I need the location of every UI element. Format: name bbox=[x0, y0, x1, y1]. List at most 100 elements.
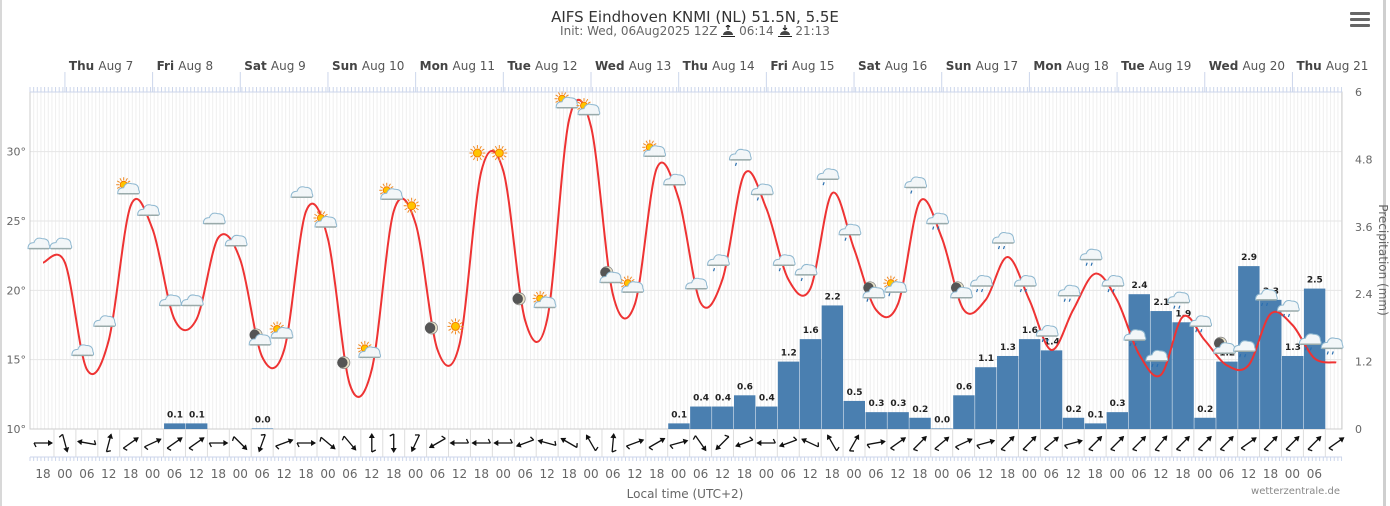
wind-arrow-barb bbox=[692, 435, 697, 440]
precip-bar bbox=[690, 406, 712, 429]
wind-arrow-icon bbox=[625, 438, 645, 450]
x-tick-label: 00 bbox=[934, 467, 949, 481]
cloud-rain-icon bbox=[1233, 340, 1256, 358]
x-tick-label: 12 bbox=[452, 467, 467, 481]
cloud-shape bbox=[1035, 324, 1059, 337]
sun-ray bbox=[651, 140, 654, 144]
cloud-icon bbox=[224, 234, 248, 247]
wind-arrow-barb bbox=[58, 433, 64, 438]
x-tick-label: 00 bbox=[1197, 467, 1212, 481]
rain-drop bbox=[1041, 338, 1044, 343]
rain-drop bbox=[1019, 288, 1022, 293]
sun-ray bbox=[884, 285, 888, 288]
sun-ray bbox=[494, 145, 498, 149]
sun-ray bbox=[579, 98, 583, 103]
wind-arrow-barb bbox=[836, 446, 840, 452]
wind-arrow-barb bbox=[1263, 448, 1269, 452]
cloud-rain-icon bbox=[1101, 275, 1125, 293]
precip-bar bbox=[1150, 311, 1172, 429]
sun-ray bbox=[501, 157, 504, 161]
sunrise-icon bbox=[721, 25, 736, 37]
wind-arrow-icon bbox=[275, 438, 294, 450]
hamburger-menu-icon[interactable] bbox=[1350, 12, 1370, 28]
cloud-rain-icon bbox=[1079, 248, 1103, 266]
wind-arrow-head bbox=[1030, 435, 1037, 442]
cloud-rain-icon bbox=[1298, 333, 1322, 351]
x-tick-label: 12 bbox=[101, 467, 116, 481]
x-tick-label: 12 bbox=[715, 467, 730, 481]
wind-arrow-icon bbox=[801, 438, 820, 448]
precip-bar bbox=[887, 412, 909, 429]
sun-ray bbox=[543, 294, 547, 297]
sun-ray bbox=[886, 276, 890, 280]
precip-bar-label: 0.2 bbox=[1066, 405, 1082, 415]
x-tick-label: 18 bbox=[123, 467, 138, 481]
wind-arrow-icon bbox=[560, 437, 578, 449]
wind-arrow-barb bbox=[724, 434, 730, 438]
cloud-shape bbox=[599, 271, 623, 283]
wind-arrow-barb bbox=[890, 447, 895, 451]
wind-arrow-barb bbox=[772, 438, 776, 444]
sun-ray bbox=[645, 140, 648, 144]
wind-arrow-head bbox=[659, 437, 666, 444]
wind-arrow-icon bbox=[735, 436, 754, 448]
y-left-tick-label: 25° bbox=[7, 215, 27, 228]
cloud-rain-icon bbox=[772, 254, 796, 272]
rain-drop bbox=[937, 226, 940, 230]
x-tick-label: 06 bbox=[1219, 467, 1234, 481]
moon-shadow bbox=[337, 357, 348, 368]
cloud-shape bbox=[1167, 291, 1191, 304]
x-tick-label: 12 bbox=[1066, 467, 1081, 481]
rain-drop bbox=[1107, 288, 1110, 293]
wind-arrow-icon bbox=[1064, 438, 1083, 450]
x-tick-label: 06 bbox=[605, 467, 620, 481]
precipitation-bars: 0.1 0.1 0.0 0.1 0.4 0.4 0.6 0.4 1.2 1.6 2.2 0.5 0.3 0… bbox=[164, 253, 1326, 429]
sun-ray bbox=[884, 279, 888, 282]
sun-ray bbox=[127, 180, 131, 183]
rain-drop bbox=[822, 182, 825, 186]
sun-ray bbox=[892, 276, 896, 280]
sun-icon bbox=[491, 145, 508, 162]
precip-bar bbox=[1128, 294, 1150, 429]
x-tick-label: 18 bbox=[474, 467, 489, 481]
day-label: Thu Aug 7 bbox=[69, 59, 133, 73]
x-tick-label: 12 bbox=[540, 467, 555, 481]
wind-arrow-icon bbox=[144, 438, 162, 451]
y-right-tick-label: 3.6 bbox=[1355, 221, 1373, 234]
cloud-rain-icon bbox=[750, 183, 774, 201]
moon-icon bbox=[337, 356, 351, 370]
wind-arrow-head bbox=[943, 436, 950, 443]
rain-drop bbox=[1134, 342, 1137, 347]
x-tick-label: 06 bbox=[430, 467, 445, 481]
wind-arrow-icon bbox=[1088, 435, 1103, 452]
precip-bar bbox=[953, 395, 975, 429]
precip-bar-label: 1.1 bbox=[978, 354, 994, 364]
scrollbar[interactable] bbox=[1383, 0, 1386, 506]
wind-arrow-icon bbox=[76, 439, 97, 446]
wind-arrow-icon bbox=[912, 435, 927, 452]
sun-ray bbox=[322, 211, 326, 215]
sun-ray bbox=[565, 94, 569, 97]
wind-arrow-head bbox=[921, 435, 927, 442]
sun-ray bbox=[270, 324, 274, 328]
wind-arrow-barb bbox=[188, 447, 194, 451]
cloud-shape bbox=[117, 182, 140, 195]
precip-bar-label: 0.1 bbox=[1088, 410, 1104, 420]
sun-ray bbox=[404, 207, 408, 211]
sun-ray bbox=[407, 198, 410, 202]
x-tick-label: 00 bbox=[320, 467, 335, 481]
cloud-rain-icon bbox=[904, 176, 928, 194]
sun-ray bbox=[448, 328, 452, 331]
x-tick-label: 06 bbox=[956, 467, 971, 481]
cloud-shape bbox=[1276, 299, 1300, 312]
wind-arrow-barb bbox=[1198, 448, 1203, 452]
sun-ray bbox=[272, 322, 276, 326]
wind-arrow-icon bbox=[610, 433, 617, 453]
cloud-shape bbox=[1298, 333, 1322, 345]
precip-bar bbox=[1281, 355, 1304, 429]
wind-arrow-icon bbox=[934, 436, 950, 452]
wind-arrow-barb bbox=[611, 449, 617, 453]
x-tick-label: 06 bbox=[781, 467, 796, 481]
rain-drop bbox=[866, 298, 869, 302]
credit-link[interactable]: wetterzentrale.de bbox=[1251, 486, 1340, 497]
